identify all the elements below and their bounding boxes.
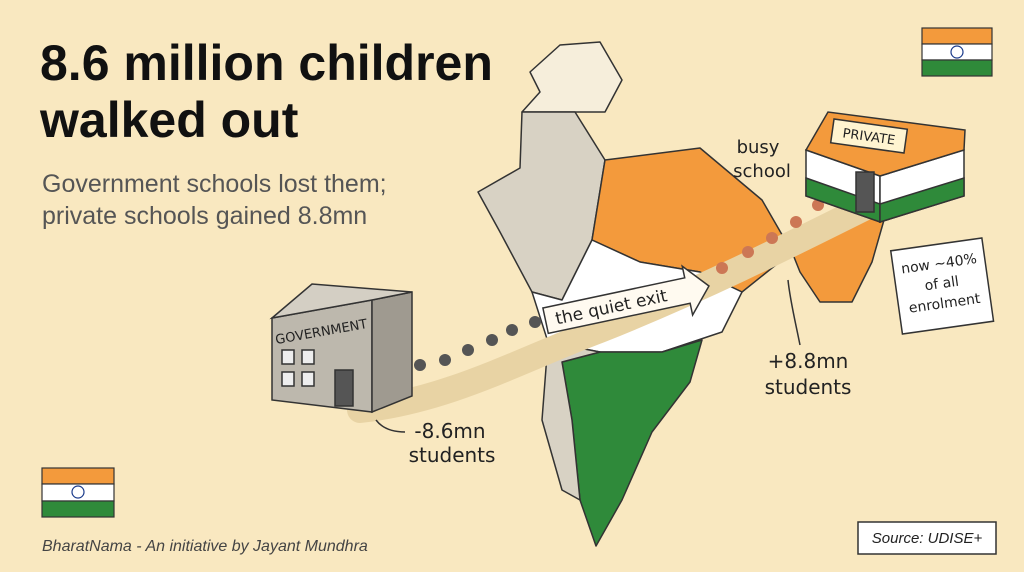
window [281,349,295,365]
flag-band [41,500,115,518]
priv-side-green [879,176,965,224]
door [334,369,354,407]
flag-top [921,27,993,77]
priv-sign-board [829,118,909,154]
title-line: 8.6 million children [40,35,493,91]
flag-wheel [71,485,85,499]
busy-label: busy [737,137,780,158]
door [855,171,875,213]
child [742,246,754,258]
share-note: now ~40% of all enrolment [889,237,995,335]
map-southwest [541,341,601,501]
private-building [804,111,966,224]
source-box [857,521,997,555]
child [414,359,426,371]
credit: BharatNama - An initiative by Jayant Mun… [42,538,368,555]
source: Source: UDISE+ [872,530,983,547]
loss-label: -8.6mn [414,419,485,443]
note-box [889,237,995,335]
child [462,344,474,356]
gov-roof [269,283,413,320]
child [716,262,728,274]
window [301,349,315,365]
flag-bottom [41,467,115,518]
child [506,324,518,336]
window [281,371,295,387]
child [766,232,778,244]
busy-label: school [733,161,791,182]
subtitle-line: private schools gained 8.8mn [42,202,367,230]
gov-side [371,291,413,414]
child [790,216,802,228]
subtitle-line: Government schools lost them; [42,170,387,198]
child [439,354,451,366]
loss-label: students [409,443,496,467]
map-north [521,41,623,113]
gain-pointer [787,279,801,346]
title-line: walked out [39,92,299,148]
gain-label: students [765,375,852,399]
window [301,371,315,387]
quiet-exit-arrow [542,264,710,335]
child [529,316,541,328]
share-note-line: of all [924,274,960,295]
government-building [269,283,413,414]
exit-path [347,187,893,423]
gain-label: +8.8mn [768,349,849,373]
loss-pointer [375,419,406,433]
flag-band [41,467,115,485]
child [486,334,498,346]
flag-wheel [950,45,964,59]
flag-band [921,59,993,77]
private-sign: PRIVATE [842,126,896,148]
flag-band [921,27,993,45]
